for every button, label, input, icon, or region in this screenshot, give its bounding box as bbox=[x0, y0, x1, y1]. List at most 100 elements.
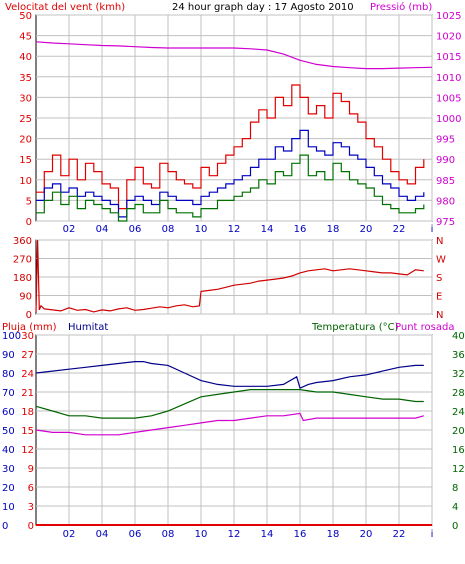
compass-label: N bbox=[436, 310, 443, 321]
y-tick-label-temp: 16 bbox=[452, 445, 465, 456]
y-tick-label-humidity: 90 bbox=[2, 350, 15, 361]
series-line-avg bbox=[36, 129, 425, 218]
humidity-title: Humitat bbox=[68, 322, 108, 333]
y-tick-label-pressure: 1005 bbox=[436, 93, 461, 104]
y-tick-label-direction: 360 bbox=[13, 236, 32, 247]
y-tick-label-wind: 40 bbox=[19, 52, 32, 63]
compass-label: N bbox=[436, 236, 443, 247]
y-tick-label-rain: 0 bbox=[28, 521, 34, 532]
compass-label: S bbox=[436, 273, 442, 284]
y-tick-label-humidity: 50 bbox=[2, 426, 15, 437]
y-tick-label-rain: 12 bbox=[21, 445, 34, 456]
y-tick-label-wind: 45 bbox=[19, 32, 32, 43]
x-tick-label: 10 bbox=[195, 224, 208, 235]
x-tick-label: 16 bbox=[294, 224, 307, 235]
series-line-temperature bbox=[35, 389, 424, 419]
dew-title: Punt rosada bbox=[395, 322, 454, 333]
x-tick-label: 18 bbox=[327, 224, 340, 235]
y-tick-label-humidity: 10 bbox=[2, 502, 15, 513]
y-tick-label-temp: 28 bbox=[452, 388, 465, 399]
y-tick-label-rain: 3 bbox=[28, 502, 34, 513]
x-tick-label: 22 bbox=[393, 224, 406, 235]
y-tick-label-rain: 27 bbox=[21, 350, 34, 361]
y-tick-label-pressure: 980 bbox=[436, 196, 455, 207]
series-line-gust bbox=[36, 84, 425, 210]
y-tick-label-wind: 20 bbox=[19, 135, 32, 146]
y-tick-label-direction: 180 bbox=[13, 273, 32, 284]
y-tick-label-pressure: 1000 bbox=[436, 114, 461, 125]
y-tick-label-rain: 24 bbox=[21, 369, 34, 380]
y-tick-label-wind: 0 bbox=[26, 217, 32, 228]
y-tick-label-wind: 30 bbox=[19, 93, 32, 104]
y-tick-label-wind: 50 bbox=[19, 11, 32, 22]
y-tick-label-rain: 30 bbox=[21, 331, 34, 342]
y-tick-label-pressure: 1025 bbox=[436, 11, 461, 22]
center-title: 24 hour graph day : 17 Agosto 2010 bbox=[172, 2, 354, 13]
y-tick-label-humidity: 100 bbox=[2, 331, 21, 342]
x-tick-label: 20 bbox=[360, 224, 373, 235]
y-tick-label-humidity: 20 bbox=[2, 483, 15, 494]
y-tick-label-rain: 15 bbox=[21, 426, 34, 437]
y-tick-label-temp: 32 bbox=[452, 369, 465, 380]
y-tick-label-direction: 90 bbox=[19, 292, 32, 303]
x-tick-label: 06 bbox=[129, 529, 142, 540]
y-tick-label-wind: 5 bbox=[26, 196, 32, 207]
y-tick-label-wind: 15 bbox=[19, 155, 32, 166]
y-tick-label-humidity: 0 bbox=[2, 521, 8, 532]
y-tick-label-temp: 20 bbox=[452, 426, 465, 437]
x-tick-label: 10 bbox=[195, 529, 208, 540]
x-tick-label: i bbox=[431, 224, 434, 235]
x-tick-label: 20 bbox=[360, 529, 373, 540]
x-tick-label: 06 bbox=[129, 224, 142, 235]
y-tick-label-humidity: 70 bbox=[2, 388, 15, 399]
x-tick-label: 12 bbox=[228, 224, 241, 235]
series-line-pressure bbox=[35, 41, 433, 70]
x-tick-label: 12 bbox=[228, 529, 241, 540]
x-tick-label: 02 bbox=[63, 529, 76, 540]
series-line-direction bbox=[35, 239, 424, 313]
temp-title: Temperatura (°C) bbox=[311, 322, 399, 333]
y-tick-label-pressure: 995 bbox=[436, 135, 455, 146]
y-tick-label-humidity: 30 bbox=[2, 464, 15, 475]
y-tick-label-temp: 0 bbox=[452, 521, 458, 532]
y-tick-label-temp: 12 bbox=[452, 464, 465, 475]
y-tick-label-pressure: 1015 bbox=[436, 52, 461, 63]
y-tick-label-temp: 40 bbox=[452, 331, 465, 342]
x-tick-label: 08 bbox=[162, 529, 175, 540]
y-tick-label-direction: 0 bbox=[26, 310, 32, 321]
x-tick-label: 04 bbox=[96, 529, 109, 540]
y-tick-label-temp: 36 bbox=[452, 350, 465, 361]
series-line-wind bbox=[36, 154, 425, 222]
y-tick-label-temp: 8 bbox=[452, 483, 458, 494]
rain-title: Pluja (mm) bbox=[2, 322, 57, 333]
series-line-dewpoint bbox=[35, 412, 424, 436]
y-tick-label-humidity: 60 bbox=[2, 407, 15, 418]
y-tick-label-rain: 18 bbox=[21, 407, 34, 418]
y-tick-label-rain: 9 bbox=[28, 464, 34, 475]
wind-title: Velocitat del vent (kmh) bbox=[5, 2, 125, 13]
compass-label: W bbox=[436, 255, 446, 266]
y-tick-label-humidity: 80 bbox=[2, 369, 15, 380]
y-tick-label-pressure: 985 bbox=[436, 176, 455, 187]
y-tick-label-pressure: 1010 bbox=[436, 73, 461, 84]
y-tick-label-wind: 10 bbox=[19, 176, 32, 187]
x-tick-label: 18 bbox=[327, 529, 340, 540]
x-tick-label: 22 bbox=[393, 529, 406, 540]
series-line-humidity bbox=[35, 361, 424, 390]
pressure-title: Pressió (mb) bbox=[370, 1, 432, 13]
y-tick-label-direction: 270 bbox=[13, 255, 32, 266]
y-tick-label-humidity: 40 bbox=[2, 445, 15, 456]
y-tick-label-wind: 35 bbox=[19, 73, 32, 84]
y-tick-label-rain: 21 bbox=[21, 388, 34, 399]
x-tick-label: 04 bbox=[96, 224, 109, 235]
y-tick-label-rain: 6 bbox=[28, 483, 34, 494]
y-tick-label-pressure: 990 bbox=[436, 155, 455, 166]
y-tick-label-wind: 25 bbox=[19, 114, 32, 125]
x-tick-label: 14 bbox=[261, 529, 274, 540]
x-tick-label: 14 bbox=[261, 224, 274, 235]
x-tick-label: 08 bbox=[162, 224, 175, 235]
x-tick-label: i bbox=[431, 529, 434, 540]
x-tick-label: 02 bbox=[63, 224, 76, 235]
y-tick-label-pressure: 975 bbox=[436, 217, 455, 228]
